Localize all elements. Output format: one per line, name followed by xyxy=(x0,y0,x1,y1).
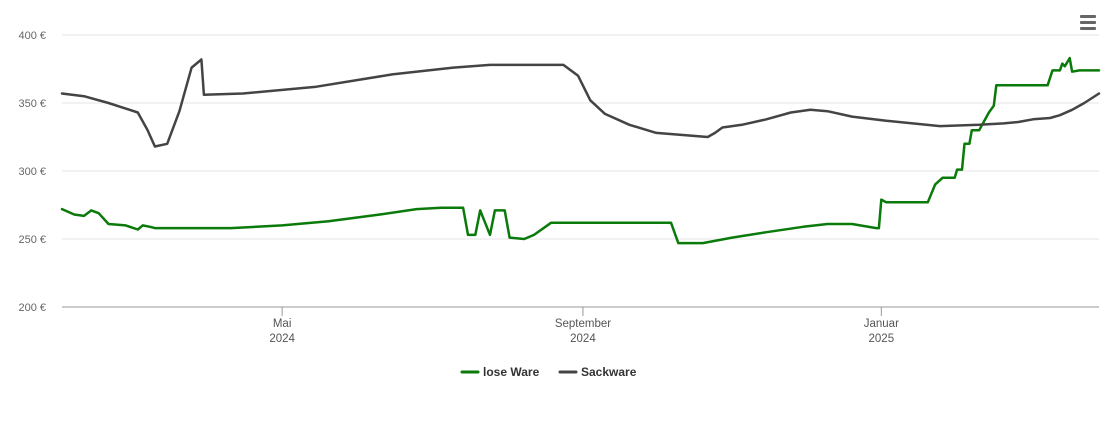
x-tick-label: 2024 xyxy=(570,333,596,345)
hamburger-menu-icon[interactable] xyxy=(1080,15,1096,30)
series-layer xyxy=(60,56,1101,245)
legend-label: Sackware xyxy=(581,365,637,379)
x-tick-label: 2025 xyxy=(869,333,895,345)
y-tick-label: 300 € xyxy=(18,166,46,178)
grid-layer xyxy=(62,34,1099,240)
legend: lose Ware Sackware xyxy=(460,365,637,379)
y-tick-label: 350 € xyxy=(18,98,46,110)
y-tick-label: 250 € xyxy=(18,234,46,246)
x-tick-label: Mai xyxy=(273,318,292,330)
x-tick-label: September xyxy=(555,318,611,330)
x-tick-label: Januar xyxy=(864,318,899,330)
legend-item[interactable]: Sackware xyxy=(558,365,637,379)
axis-layer: 200 € 250 € 300 € 350 € 400 € Mai 2024 Septembe… xyxy=(18,30,1099,345)
legend-item[interactable]: lose Ware xyxy=(460,365,540,379)
x-tick-label: 2024 xyxy=(269,333,295,345)
y-tick-label: 200 € xyxy=(18,302,46,314)
series-line-sackware xyxy=(60,58,1101,148)
y-tick-label: 400 € xyxy=(18,30,46,42)
series-line-lose-ware xyxy=(60,56,1101,245)
legend-label: lose Ware xyxy=(483,365,540,379)
